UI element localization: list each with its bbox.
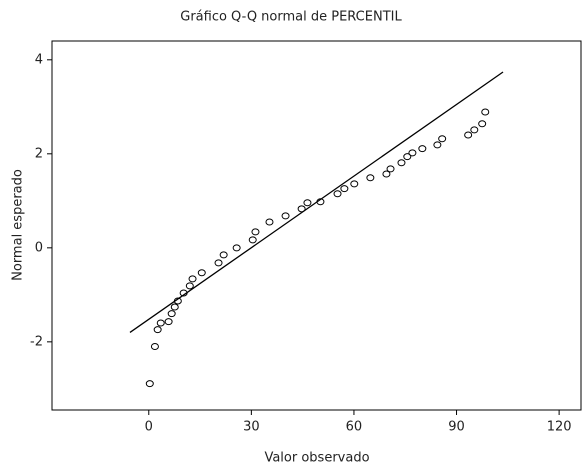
point bbox=[219, 251, 228, 259]
point bbox=[386, 165, 395, 173]
x-tick-label: 120 bbox=[547, 420, 572, 435]
point bbox=[150, 343, 159, 351]
point bbox=[350, 180, 359, 188]
point bbox=[397, 159, 406, 167]
y-tick-label: 4 bbox=[35, 52, 43, 67]
x-tick-label: 90 bbox=[448, 420, 465, 435]
x-tick-label: 60 bbox=[346, 420, 363, 435]
y-axis-label: Normal esperado bbox=[11, 169, 26, 281]
point bbox=[470, 126, 479, 134]
y-tick-label: -2 bbox=[30, 334, 43, 349]
point bbox=[248, 236, 257, 244]
point bbox=[188, 275, 197, 283]
point bbox=[265, 218, 274, 226]
point bbox=[366, 174, 375, 182]
point bbox=[179, 289, 188, 297]
point bbox=[403, 153, 412, 161]
y-tick-label: 2 bbox=[35, 146, 43, 161]
chart-title: Gráfico Q-Q normal de PERCENTIL bbox=[180, 10, 402, 25]
point bbox=[170, 303, 179, 311]
point bbox=[433, 141, 442, 149]
point bbox=[340, 185, 349, 193]
point bbox=[438, 135, 447, 143]
point bbox=[232, 244, 241, 252]
point bbox=[333, 190, 342, 198]
point bbox=[197, 269, 206, 277]
point bbox=[408, 149, 417, 157]
point bbox=[153, 326, 162, 334]
point bbox=[464, 131, 473, 139]
point bbox=[251, 228, 260, 236]
point bbox=[156, 319, 165, 327]
point bbox=[167, 310, 176, 318]
plot-frame bbox=[51, 40, 582, 411]
point bbox=[297, 205, 306, 213]
point bbox=[164, 318, 173, 326]
point bbox=[303, 199, 312, 207]
point bbox=[281, 212, 290, 220]
y-tick-label: 0 bbox=[35, 240, 43, 255]
x-axis-label: Valor observado bbox=[264, 451, 369, 466]
x-tick-label: 30 bbox=[243, 420, 260, 435]
point bbox=[316, 198, 325, 206]
point bbox=[382, 170, 391, 178]
x-tick-label: 0 bbox=[145, 420, 153, 435]
point bbox=[145, 380, 154, 388]
point bbox=[478, 120, 487, 128]
point bbox=[185, 282, 194, 290]
point bbox=[481, 108, 490, 116]
point bbox=[173, 297, 182, 305]
point bbox=[214, 259, 223, 267]
point bbox=[418, 145, 427, 153]
